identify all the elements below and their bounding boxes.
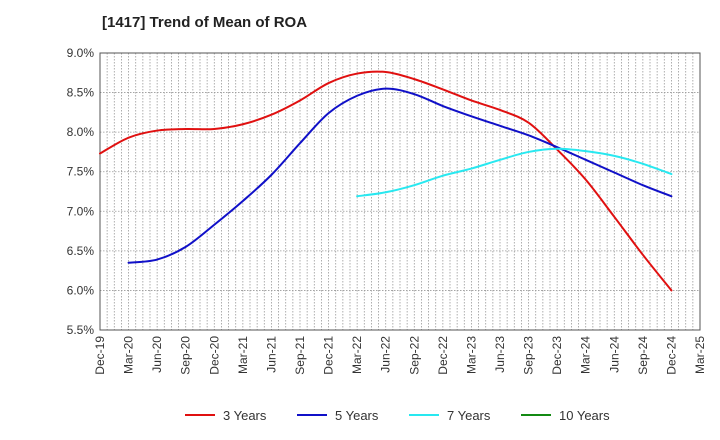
x-tick-label: Mar-22	[350, 336, 364, 374]
legend-label-3-years: 3 Years	[223, 408, 267, 423]
y-tick-label: 8.5%	[67, 86, 95, 100]
x-tick-label: Dec-19	[93, 336, 107, 375]
plot-frame	[99, 52, 701, 331]
y-tick-label: 9.0%	[67, 46, 95, 60]
x-tick-label: Jun-22	[379, 336, 393, 373]
x-tick-label: Sep-20	[179, 336, 193, 375]
x-tick-label: Sep-24	[636, 336, 650, 375]
y-tick-label: 7.0%	[67, 204, 95, 218]
y-tick-label: 7.5%	[67, 165, 95, 179]
x-tick-label: Jun-24	[607, 336, 621, 373]
legend: 3 Years 5 Years 7 Years 10 Years	[185, 408, 610, 423]
x-tick-label: Dec-23	[550, 336, 564, 375]
y-tick-label: 6.0%	[67, 283, 95, 297]
x-tick-label: Dec-21	[322, 336, 336, 375]
y-tick-label: 5.5%	[67, 323, 95, 337]
series-line-5-years	[127, 87, 673, 264]
grid-lines	[100, 53, 700, 330]
legend-label-7-years: 7 Years	[447, 408, 491, 423]
x-tick-label: Mar-20	[122, 336, 136, 374]
x-tick-label: Sep-22	[407, 336, 421, 375]
x-tick-label: Mar-24	[579, 336, 593, 374]
x-tick-label: Sep-21	[293, 336, 307, 375]
x-tick-label: Sep-23	[522, 336, 536, 375]
x-tick-label: Dec-24	[664, 336, 678, 375]
chart-title: [1417] Trend of Mean of ROA	[102, 14, 308, 31]
series-line-7-years	[356, 147, 673, 198]
x-tick-label: Jun-20	[150, 336, 164, 373]
x-tick-label: Jun-23	[493, 336, 507, 373]
x-tick-label: Jun-21	[264, 336, 278, 373]
x-tick-label: Mar-25	[693, 336, 707, 374]
legend-label-10-years: 10 Years	[559, 408, 610, 423]
legend-label-5-years: 5 Years	[335, 408, 379, 423]
series-line-3-years	[99, 70, 673, 292]
x-tick-label: Dec-20	[207, 336, 221, 375]
x-tick-label: Dec-22	[436, 336, 450, 375]
y-tick-label: 6.5%	[67, 244, 95, 258]
x-tick-label: Mar-23	[464, 336, 478, 374]
y-tick-label: 8.0%	[67, 125, 95, 139]
x-tick-label: Mar-21	[236, 336, 250, 374]
